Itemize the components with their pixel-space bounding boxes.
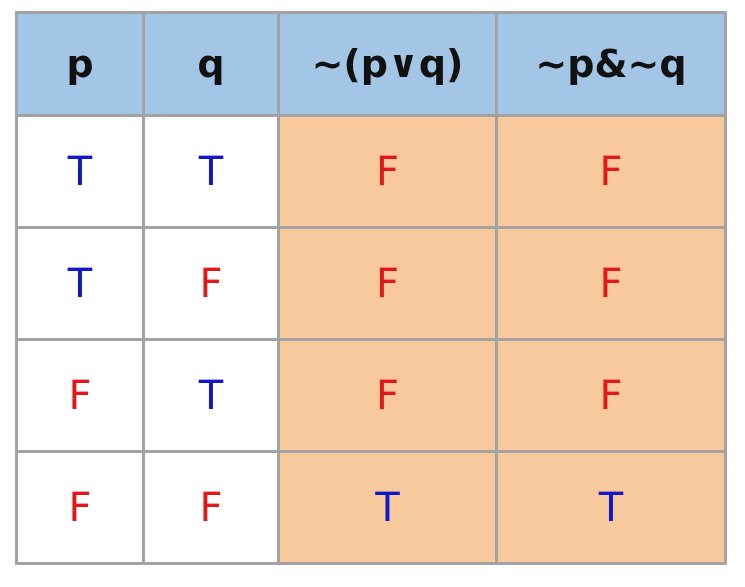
table-row: F T F F	[15, 338, 727, 453]
header-not-p-and-not-q: ~p&~q	[495, 11, 727, 117]
cell-not-p-or-q: F	[277, 226, 498, 341]
cell-not-p-or-q: F	[277, 338, 498, 453]
cell-p: T	[15, 226, 145, 341]
header-not-p-or-q: ~(p∨q)	[277, 11, 498, 117]
table-row: T F F F	[15, 226, 727, 341]
cell-not-p-and-not-q: F	[495, 114, 727, 229]
cell-p: F	[15, 338, 145, 453]
cell-not-p-or-q: F	[277, 114, 498, 229]
cell-q: F	[142, 226, 280, 341]
cell-not-p-and-not-q: F	[495, 338, 727, 453]
table-row: F F T T	[15, 450, 727, 565]
cell-p: T	[15, 114, 145, 229]
cell-q: T	[142, 114, 280, 229]
cell-p: F	[15, 450, 145, 565]
header-p: p	[15, 11, 145, 117]
header-q: q	[142, 11, 280, 117]
cell-not-p-or-q: T	[277, 450, 498, 565]
truth-table-container: p q ~(p∨q) ~p&~q T T F F T F F F F T	[15, 11, 727, 565]
cell-q: T	[142, 338, 280, 453]
table-row: T T F F	[15, 114, 727, 229]
cell-not-p-and-not-q: T	[495, 450, 727, 565]
truth-table: p q ~(p∨q) ~p&~q T T F F T F F F F T	[15, 11, 727, 565]
header-row: p q ~(p∨q) ~p&~q	[15, 11, 727, 117]
cell-not-p-and-not-q: F	[495, 226, 727, 341]
cell-q: F	[142, 450, 280, 565]
